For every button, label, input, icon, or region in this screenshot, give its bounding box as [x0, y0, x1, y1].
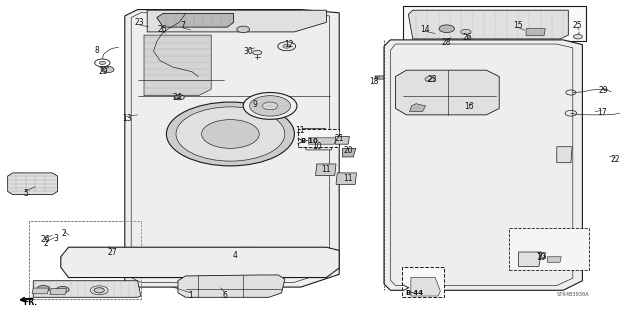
Text: 27: 27	[107, 248, 117, 257]
Circle shape	[237, 26, 250, 33]
Text: 18: 18	[369, 77, 378, 86]
Bar	[402, 267, 444, 297]
Text: 26: 26	[157, 25, 167, 34]
Text: 16: 16	[464, 102, 474, 111]
Polygon shape	[50, 289, 67, 294]
Circle shape	[174, 95, 184, 100]
Circle shape	[101, 66, 114, 73]
Text: 24: 24	[172, 93, 182, 102]
Text: 2: 2	[44, 239, 49, 248]
Circle shape	[243, 93, 297, 119]
Text: 3: 3	[54, 234, 59, 243]
Circle shape	[283, 44, 291, 48]
Text: 30: 30	[243, 47, 253, 56]
Text: 7: 7	[180, 21, 185, 30]
Polygon shape	[178, 275, 285, 297]
Text: 15: 15	[513, 21, 524, 30]
Polygon shape	[8, 173, 58, 195]
Polygon shape	[518, 252, 541, 266]
Text: 22: 22	[611, 155, 620, 164]
Circle shape	[202, 120, 259, 148]
Polygon shape	[157, 13, 234, 27]
Text: 8: 8	[95, 46, 100, 55]
Polygon shape	[147, 10, 326, 32]
Text: 14: 14	[420, 25, 430, 34]
Circle shape	[37, 286, 50, 292]
Circle shape	[166, 102, 294, 166]
Circle shape	[176, 107, 285, 161]
Circle shape	[573, 34, 582, 39]
Text: 28: 28	[442, 38, 451, 47]
Circle shape	[253, 50, 262, 55]
Text: 26: 26	[40, 235, 51, 244]
Text: 26: 26	[462, 33, 472, 42]
Circle shape	[461, 29, 471, 34]
Polygon shape	[32, 288, 49, 294]
Circle shape	[425, 77, 435, 82]
Text: 6: 6	[223, 291, 228, 300]
Text: 29: 29	[598, 86, 608, 95]
Polygon shape	[557, 147, 572, 163]
Polygon shape	[125, 10, 339, 287]
Text: 17: 17	[596, 108, 607, 117]
Text: 4: 4	[233, 251, 238, 260]
Text: 23: 23	[538, 252, 548, 261]
Bar	[509, 228, 589, 270]
Polygon shape	[342, 148, 356, 157]
Circle shape	[99, 61, 106, 64]
Polygon shape	[336, 173, 356, 184]
Text: 11: 11	[322, 165, 331, 174]
Polygon shape	[335, 137, 349, 144]
Circle shape	[262, 102, 278, 110]
Polygon shape	[306, 142, 333, 150]
Circle shape	[250, 96, 291, 116]
Bar	[29, 221, 141, 299]
Polygon shape	[408, 10, 568, 39]
Polygon shape	[384, 40, 582, 290]
Bar	[29, 221, 141, 299]
Text: B-44: B-44	[405, 290, 423, 296]
Text: 23: 23	[427, 75, 437, 84]
Polygon shape	[410, 104, 426, 112]
Text: 2: 2	[61, 229, 67, 238]
Bar	[403, 6, 586, 41]
Circle shape	[439, 25, 454, 33]
Text: 1: 1	[188, 291, 193, 300]
Text: 11: 11	[343, 174, 352, 183]
Text: 12: 12	[285, 40, 294, 49]
Polygon shape	[302, 128, 325, 137]
Text: 23: 23	[134, 19, 145, 27]
Bar	[298, 129, 339, 147]
Polygon shape	[547, 257, 561, 262]
Polygon shape	[526, 29, 545, 36]
Polygon shape	[411, 278, 440, 296]
Circle shape	[94, 288, 104, 293]
Circle shape	[56, 286, 69, 293]
Text: 13: 13	[122, 114, 132, 122]
Text: B-10: B-10	[301, 138, 319, 144]
Text: FR.: FR.	[24, 298, 38, 307]
Text: 19: 19	[536, 253, 546, 262]
Polygon shape	[61, 247, 339, 278]
Polygon shape	[375, 76, 385, 79]
Polygon shape	[302, 137, 325, 147]
Text: 25: 25	[572, 21, 582, 30]
Text: 21: 21	[335, 134, 344, 143]
Polygon shape	[396, 70, 499, 115]
Polygon shape	[308, 138, 337, 144]
Text: 5: 5	[23, 189, 28, 198]
Text: 10: 10	[312, 142, 322, 151]
Polygon shape	[316, 164, 336, 175]
Polygon shape	[33, 281, 141, 297]
Text: 11: 11	[295, 126, 304, 135]
Polygon shape	[144, 35, 211, 96]
Text: 29: 29	[99, 67, 109, 76]
Text: 20: 20	[344, 146, 354, 155]
Text: STK4B3930A: STK4B3930A	[557, 292, 589, 297]
Text: 9: 9	[252, 100, 257, 109]
